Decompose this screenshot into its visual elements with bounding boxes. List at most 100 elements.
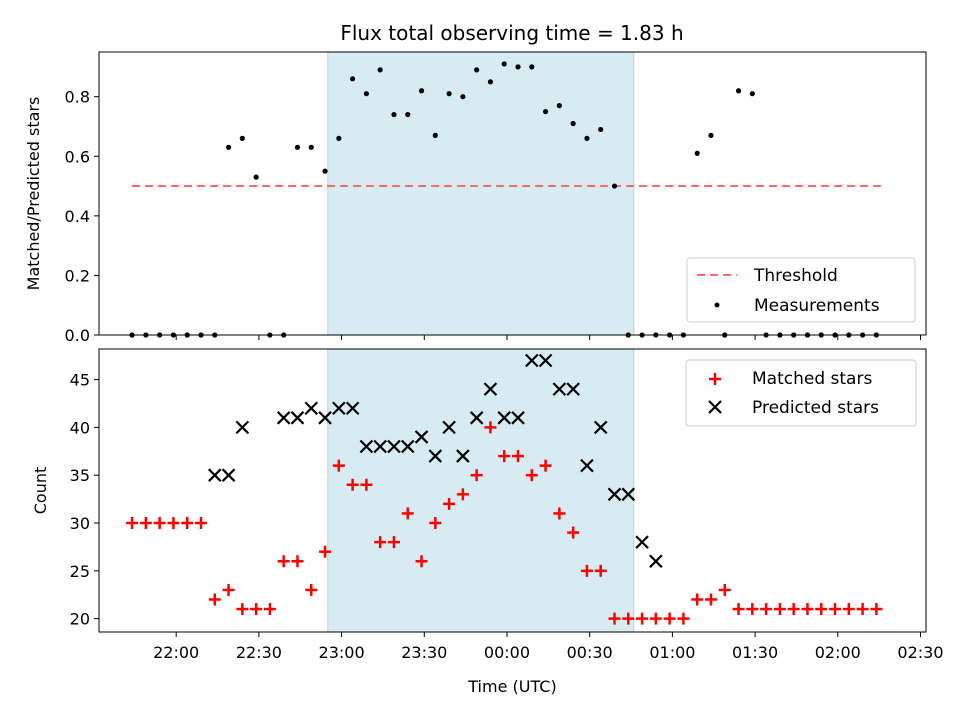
legend-threshold-label: Threshold bbox=[753, 266, 838, 286]
predicted-star-marker bbox=[318, 411, 332, 425]
y-tick-label: 45 bbox=[70, 371, 90, 390]
measurement-point bbox=[611, 183, 618, 189]
matched-star-marker bbox=[732, 603, 745, 616]
matched-star-marker bbox=[622, 612, 635, 625]
y-tick-label: 20 bbox=[70, 610, 90, 629]
matched-star-marker bbox=[291, 555, 304, 568]
matched-stars-markers bbox=[126, 421, 883, 625]
top-legend: Threshold Measurements bbox=[686, 257, 916, 323]
y-tick-label: 30 bbox=[70, 514, 90, 533]
x-tick-label: 22:30 bbox=[236, 643, 282, 662]
measurement-point bbox=[363, 91, 369, 97]
matched-star-marker bbox=[801, 603, 814, 616]
x-tick-label: 01:00 bbox=[649, 643, 695, 662]
matched-star-marker bbox=[443, 497, 456, 510]
predicted-star-marker bbox=[221, 468, 236, 482]
measurement-point bbox=[405, 111, 411, 118]
matched-star-marker bbox=[153, 517, 166, 530]
y-tick-label: 25 bbox=[70, 562, 90, 581]
x-tick-label: 01:30 bbox=[732, 643, 778, 662]
measurement-point bbox=[501, 61, 507, 67]
matched-star-marker bbox=[470, 469, 483, 482]
measurement-point bbox=[735, 88, 742, 94]
bottom-y-axis-label: Count bbox=[31, 467, 50, 515]
predicted-star-marker bbox=[469, 411, 484, 425]
x-tick-label: 23:00 bbox=[319, 643, 365, 662]
measurement-point bbox=[377, 67, 383, 73]
matched-star-marker bbox=[608, 612, 621, 625]
matched-star-marker bbox=[704, 593, 717, 606]
bottom-panel: 20 25 30 35 40 45 22:00 22:30 23:00 23:30 00:00 00… bbox=[31, 348, 944, 696]
matched-star-marker bbox=[773, 603, 786, 616]
legend-predicted-swatch bbox=[708, 400, 722, 414]
matched-star-marker bbox=[718, 583, 731, 596]
matched-star-marker bbox=[580, 564, 593, 577]
predicted-star-marker bbox=[525, 353, 539, 368]
predicted-star-marker bbox=[304, 401, 319, 416]
measurement-point bbox=[350, 76, 356, 82]
measurement-point bbox=[391, 111, 397, 118]
matched-star-marker bbox=[167, 517, 180, 530]
matched-star-marker bbox=[484, 421, 497, 434]
top-axes-frame bbox=[98, 51, 927, 336]
x-tick-label: 22:00 bbox=[153, 643, 199, 662]
measurement-point bbox=[598, 126, 604, 133]
predicted-star-marker bbox=[621, 487, 636, 502]
matched-star-marker bbox=[525, 469, 538, 482]
y-tick-label: 0.0 bbox=[65, 326, 90, 345]
predicted-star-marker bbox=[290, 411, 305, 425]
matched-star-marker bbox=[677, 612, 690, 625]
measurement-point bbox=[556, 103, 562, 109]
matched-star-marker bbox=[263, 603, 276, 616]
matched-star-marker bbox=[222, 583, 235, 596]
measurement-point bbox=[515, 64, 521, 70]
matched-star-marker bbox=[649, 612, 662, 625]
x-tick-label: 02:30 bbox=[897, 643, 943, 662]
predicted-star-marker bbox=[442, 420, 456, 435]
matched-star-marker bbox=[429, 517, 442, 530]
predicted-star-marker bbox=[566, 382, 580, 396]
matched-star-marker bbox=[663, 612, 676, 625]
matched-star-marker bbox=[126, 517, 139, 530]
predicted-star-marker bbox=[276, 411, 291, 425]
measurement-point bbox=[749, 91, 755, 97]
matched-star-marker bbox=[305, 583, 318, 596]
legend-measurements-swatch bbox=[714, 302, 720, 308]
measurement-point bbox=[253, 174, 259, 180]
y-tick-label: 40 bbox=[70, 418, 90, 437]
measurement-point bbox=[529, 64, 535, 70]
measurement-point bbox=[432, 132, 438, 139]
x-tick-label: 02:00 bbox=[815, 643, 861, 662]
bottom-x-axis: 22:00 22:30 23:00 23:30 00:00 00:30 01:00 01:30… bbox=[153, 632, 944, 662]
matched-star-marker bbox=[594, 564, 607, 577]
predicted-stars-markers bbox=[208, 353, 663, 569]
matched-star-marker bbox=[332, 459, 345, 472]
matched-star-marker bbox=[415, 555, 428, 568]
bottom-axes-frame bbox=[98, 348, 927, 633]
legend-predicted-label: Predicted stars bbox=[752, 398, 879, 418]
measurement-point bbox=[308, 144, 314, 150]
measurement-point bbox=[542, 108, 549, 115]
predicted-star-marker bbox=[456, 449, 470, 463]
measurement-point bbox=[446, 91, 452, 97]
measurement-point bbox=[694, 150, 700, 156]
matched-star-marker bbox=[512, 450, 525, 463]
measurement-point bbox=[322, 168, 328, 174]
matched-star-marker bbox=[181, 517, 194, 530]
chart-title: Flux total observing time = 1.83 h bbox=[340, 21, 683, 45]
predicted-star-marker bbox=[428, 449, 443, 463]
x-axis-label: Time (UTC) bbox=[467, 677, 556, 696]
matched-star-marker bbox=[139, 517, 152, 530]
matched-star-marker bbox=[856, 603, 869, 616]
predicted-star-marker bbox=[208, 468, 222, 482]
matched-star-marker bbox=[250, 603, 263, 616]
legend-matched-label: Matched stars bbox=[752, 369, 872, 389]
top-legend-box bbox=[686, 257, 916, 323]
y-tick-label: 0.4 bbox=[65, 207, 90, 226]
measurement-point bbox=[418, 88, 425, 94]
matched-star-marker bbox=[360, 478, 373, 491]
predicted-star-marker bbox=[538, 353, 553, 368]
matched-star-marker bbox=[760, 603, 773, 616]
measurement-point bbox=[336, 135, 342, 141]
